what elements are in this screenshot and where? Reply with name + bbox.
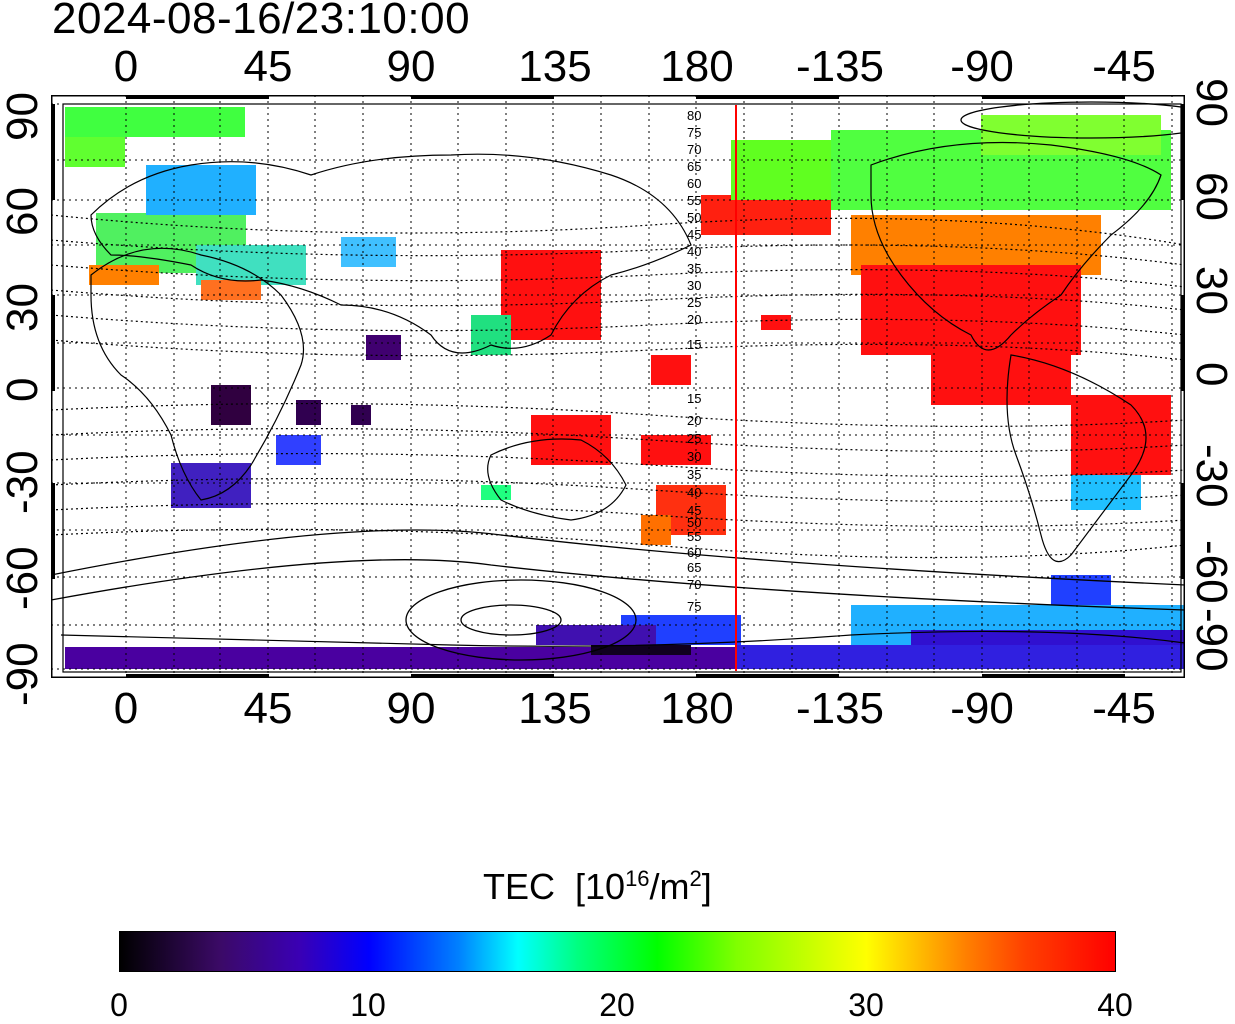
y-tick-right: -90: [1187, 608, 1235, 672]
x-tick-bottom: 45: [243, 684, 293, 733]
coastlines: [60, 141, 1186, 647]
x-tick-bottom: -135: [795, 684, 885, 733]
contour-label: 50: [687, 210, 701, 225]
colorbar-tick: 10: [350, 987, 386, 1023]
contour-label: 60: [687, 545, 701, 560]
australia-outline: [487, 438, 627, 521]
contour-label: 35: [687, 261, 701, 276]
north-america-outline: [870, 141, 1162, 351]
x-tick-bottom: -45: [1092, 684, 1156, 733]
y-tick-right: -30: [1187, 444, 1235, 508]
x-tick-top: 45: [243, 42, 293, 91]
africa-outline: [90, 247, 305, 501]
contour-label: 50: [687, 515, 701, 530]
contour-label: 40: [687, 485, 701, 500]
contour-label: 35: [687, 467, 701, 482]
contour-label: 15: [687, 391, 701, 406]
contour-label: 30: [687, 449, 701, 464]
colorbar-tick: 30: [848, 987, 884, 1023]
contour-label: 15: [687, 337, 701, 352]
y-tick-left: 60: [0, 187, 47, 236]
x-tick-bottom: 90: [386, 684, 436, 733]
x-tick-bottom: 180: [660, 684, 734, 733]
x-tick-top: 90: [386, 42, 436, 91]
contour-label: 80: [687, 108, 701, 123]
colorbar-tick: 40: [1097, 987, 1133, 1023]
x-tick-top: -45: [1092, 42, 1156, 91]
y-tick-left: -60: [0, 546, 47, 610]
x-tick-top: 135: [518, 42, 592, 91]
y-tick-left: 30: [0, 283, 47, 332]
contour-label: 70: [687, 142, 701, 157]
graticule: [51, 95, 1185, 678]
eurasia-outline: [90, 153, 692, 354]
colorbar-tick: 0: [110, 987, 128, 1023]
y-tick-right: 0: [1187, 362, 1235, 387]
x-tick-top: -90: [950, 42, 1014, 91]
contour-label: 45: [687, 227, 701, 242]
y-tick-left: 0: [0, 377, 47, 402]
colorbar-tick: 20: [599, 987, 635, 1023]
contour-label: 60: [687, 176, 701, 191]
y-tick-right: 60: [1187, 172, 1235, 221]
contour-label: 65: [687, 560, 701, 575]
colorbar-title: TEC [1016/m2]: [483, 866, 712, 908]
colorbar-unit-exp: 16: [625, 866, 650, 891]
contour-label: 20: [687, 413, 701, 428]
y-tick-left: -90: [0, 642, 47, 706]
magnetic-contours: [50, 214, 1186, 559]
frame-tick-bands: [51, 95, 1185, 678]
colorbar: [119, 931, 1116, 972]
antarctica-outline: [60, 630, 1186, 647]
colorbar-unit-exp2: 2: [689, 866, 702, 891]
tec-map-svg: 80 75 70 65 60 55 50 45 40 35 30 25 20 1…: [50, 94, 1222, 679]
y-tick-right: 90: [1187, 78, 1235, 127]
contour-labels: 80 75 70 65 60 55 50 45 40 35 30 25 20 1…: [687, 108, 701, 614]
y-tick-left: -30: [0, 450, 47, 514]
colorbar-unit-post: ]: [701, 866, 712, 907]
tec-map: 80 75 70 65 60 55 50 45 40 35 30 25 20 1…: [50, 94, 1222, 679]
timestamp: 2024-08-16/23:10:00: [52, 0, 471, 43]
contour-label: 30: [687, 278, 701, 293]
contour-label: 25: [687, 295, 701, 310]
contour-label: 20: [687, 312, 701, 327]
contour-label: 75: [687, 125, 701, 140]
contour-label: 55: [687, 193, 701, 208]
contour-label: 45: [687, 503, 701, 518]
y-tick-right: 30: [1187, 266, 1235, 315]
y-tick-right: -60: [1187, 540, 1235, 604]
contour-label: 25: [687, 431, 701, 446]
x-tick-top: -135: [795, 42, 885, 91]
colorbar-title-main: TEC: [483, 866, 555, 907]
x-tick-bottom: -90: [950, 684, 1014, 733]
contour-label: 75: [687, 599, 701, 614]
south-america-outline: [1006, 354, 1147, 563]
x-tick-bottom: 0: [113, 684, 139, 733]
x-tick-top: 0: [113, 42, 139, 91]
contour-label: 40: [687, 244, 701, 259]
y-tick-left: 90: [0, 92, 47, 141]
x-tick-bottom: 135: [518, 684, 592, 733]
contour-label: 65: [687, 159, 701, 174]
colorbar-unit-pre: [10: [575, 866, 626, 907]
x-tick-top: 180: [660, 42, 734, 91]
contour-label: 55: [687, 529, 701, 544]
contour-label: 70: [687, 577, 701, 592]
colorbar-unit-mid: /m: [649, 866, 690, 907]
